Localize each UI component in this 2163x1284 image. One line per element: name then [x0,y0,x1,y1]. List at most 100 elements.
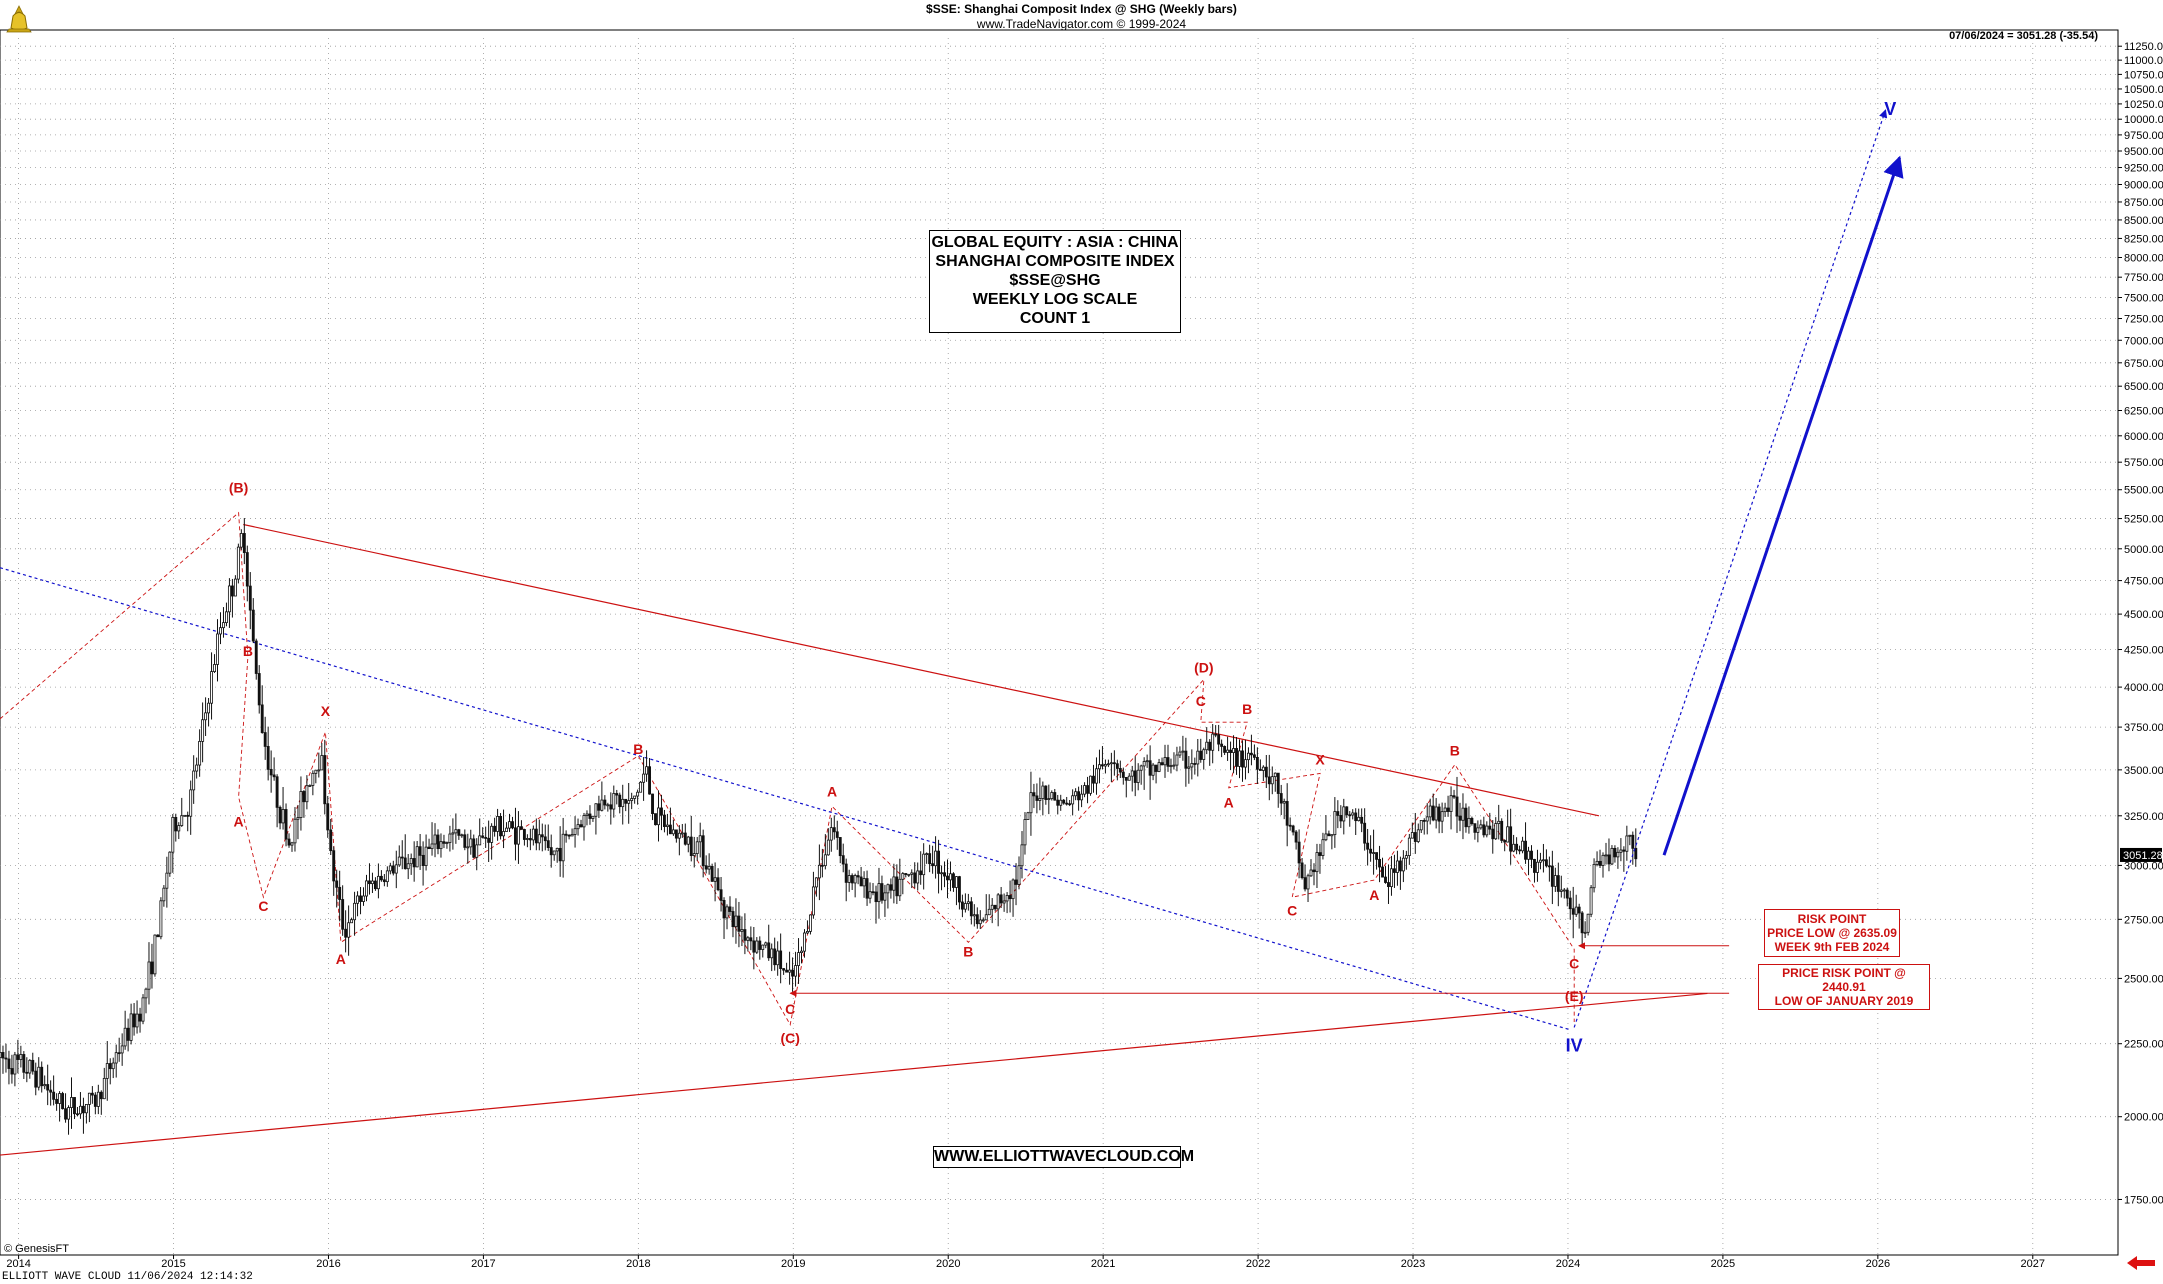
candle-body [245,552,249,587]
candle-body [150,961,154,975]
x-tick-label: 2025 [1711,1258,1735,1270]
candle-body [1348,814,1352,817]
candle-body [1509,826,1513,852]
candle-body [329,829,333,852]
candle-body [1068,803,1072,806]
candle-body [1533,858,1536,873]
candle-body [990,904,994,910]
candle-body [972,914,976,917]
candle-body [1434,806,1438,821]
candle-body [1136,769,1140,783]
candle-body [949,873,952,881]
candle-body [1276,772,1280,794]
wave-zigzag [0,511,1575,1026]
candle-body [525,838,529,840]
candle-body [156,934,160,938]
x-tick-label: 2016 [316,1258,340,1270]
candle-body [999,894,1003,904]
candle-body [546,840,550,848]
candle-body [1384,876,1387,883]
candle-body [412,858,416,868]
footer-text: ELLIOTT WAVE CLOUD 11/06/2024 12:14:32 [2,1271,253,1283]
candle-body [1381,866,1384,878]
candle-body [1151,764,1155,776]
y-tick-label: 5750.00 [2124,457,2163,469]
y-tick-label: 7000.00 [2124,335,2163,347]
candle-body [1002,900,1006,904]
candle-body [454,829,458,834]
candle-body [1440,811,1444,822]
candle-body [847,875,851,883]
candle-body [31,1059,35,1072]
trend-line [0,567,1572,1031]
last-price-label: 3051.28 [2123,850,2163,862]
candle-body [987,908,991,916]
candle-body [1500,820,1504,841]
x-tick-label: 2014 [6,1258,30,1270]
candle-body [499,816,503,837]
candle-body [1130,770,1134,777]
candle-body [1556,875,1560,892]
candle-body [531,828,535,841]
wave-label: A [1224,795,1234,811]
candle-body [537,834,541,844]
candle-body [862,878,866,887]
candle-body [1214,733,1218,736]
x-tick-label: 2017 [471,1258,495,1270]
candle-body [1538,859,1542,863]
candle-body [34,1070,38,1088]
candle-body [1446,807,1450,812]
candle-body [1303,877,1307,890]
y-tick-label: 7250.00 [2124,314,2163,326]
candle-body [782,968,786,971]
candle-body [630,798,634,801]
y-tick-label: 7750.00 [2124,272,2163,284]
candle-body [1315,852,1319,873]
candle-body [1479,824,1483,829]
candle-body [710,866,714,882]
candle-body [1244,759,1247,768]
candle-body [534,828,538,844]
candle-body [1217,734,1221,745]
candle-body [582,815,586,828]
candle-body [70,1097,73,1108]
candle-body [222,622,225,629]
candle-body [564,833,568,836]
candle-body [359,895,362,902]
candle-body [734,915,738,928]
candle-body [52,1091,56,1100]
candle-body [898,878,902,897]
candle-body [975,914,979,925]
scroll-left-arrow-icon[interactable] [2125,1255,2157,1271]
candle-body [1583,931,1587,934]
candle-body [603,799,607,806]
candle-body [1613,847,1617,858]
candle-body [1127,775,1131,781]
candle-body [1339,815,1343,822]
candle-body [496,816,500,832]
candle-body [618,794,622,808]
candle-body [606,804,610,807]
y-tick-label: 9500.00 [2124,146,2163,158]
trend-line [243,523,1600,817]
candle-body [269,768,273,776]
candle-body [791,969,795,977]
candle-body [1536,861,1539,873]
candle-body [573,828,577,835]
candle-body [1625,835,1629,852]
candle-body [1106,763,1110,766]
y-tick-label: 4250.00 [2124,645,2163,657]
candle-body [1541,859,1545,862]
y-tick-label: 3750.00 [2124,722,2163,734]
candle-body [102,1077,106,1100]
candle-body [519,826,523,830]
risk2-line-2: LOW OF JANUARY 2019 [1774,994,1914,1008]
candle-body [1580,912,1584,934]
candle-body [19,1054,23,1060]
candle-body [162,887,166,902]
candle-body [1586,913,1590,933]
candle-body [886,884,890,894]
candle-body [7,1058,11,1069]
candle-body [1470,817,1474,825]
x-tick-label: 2027 [2021,1258,2045,1270]
